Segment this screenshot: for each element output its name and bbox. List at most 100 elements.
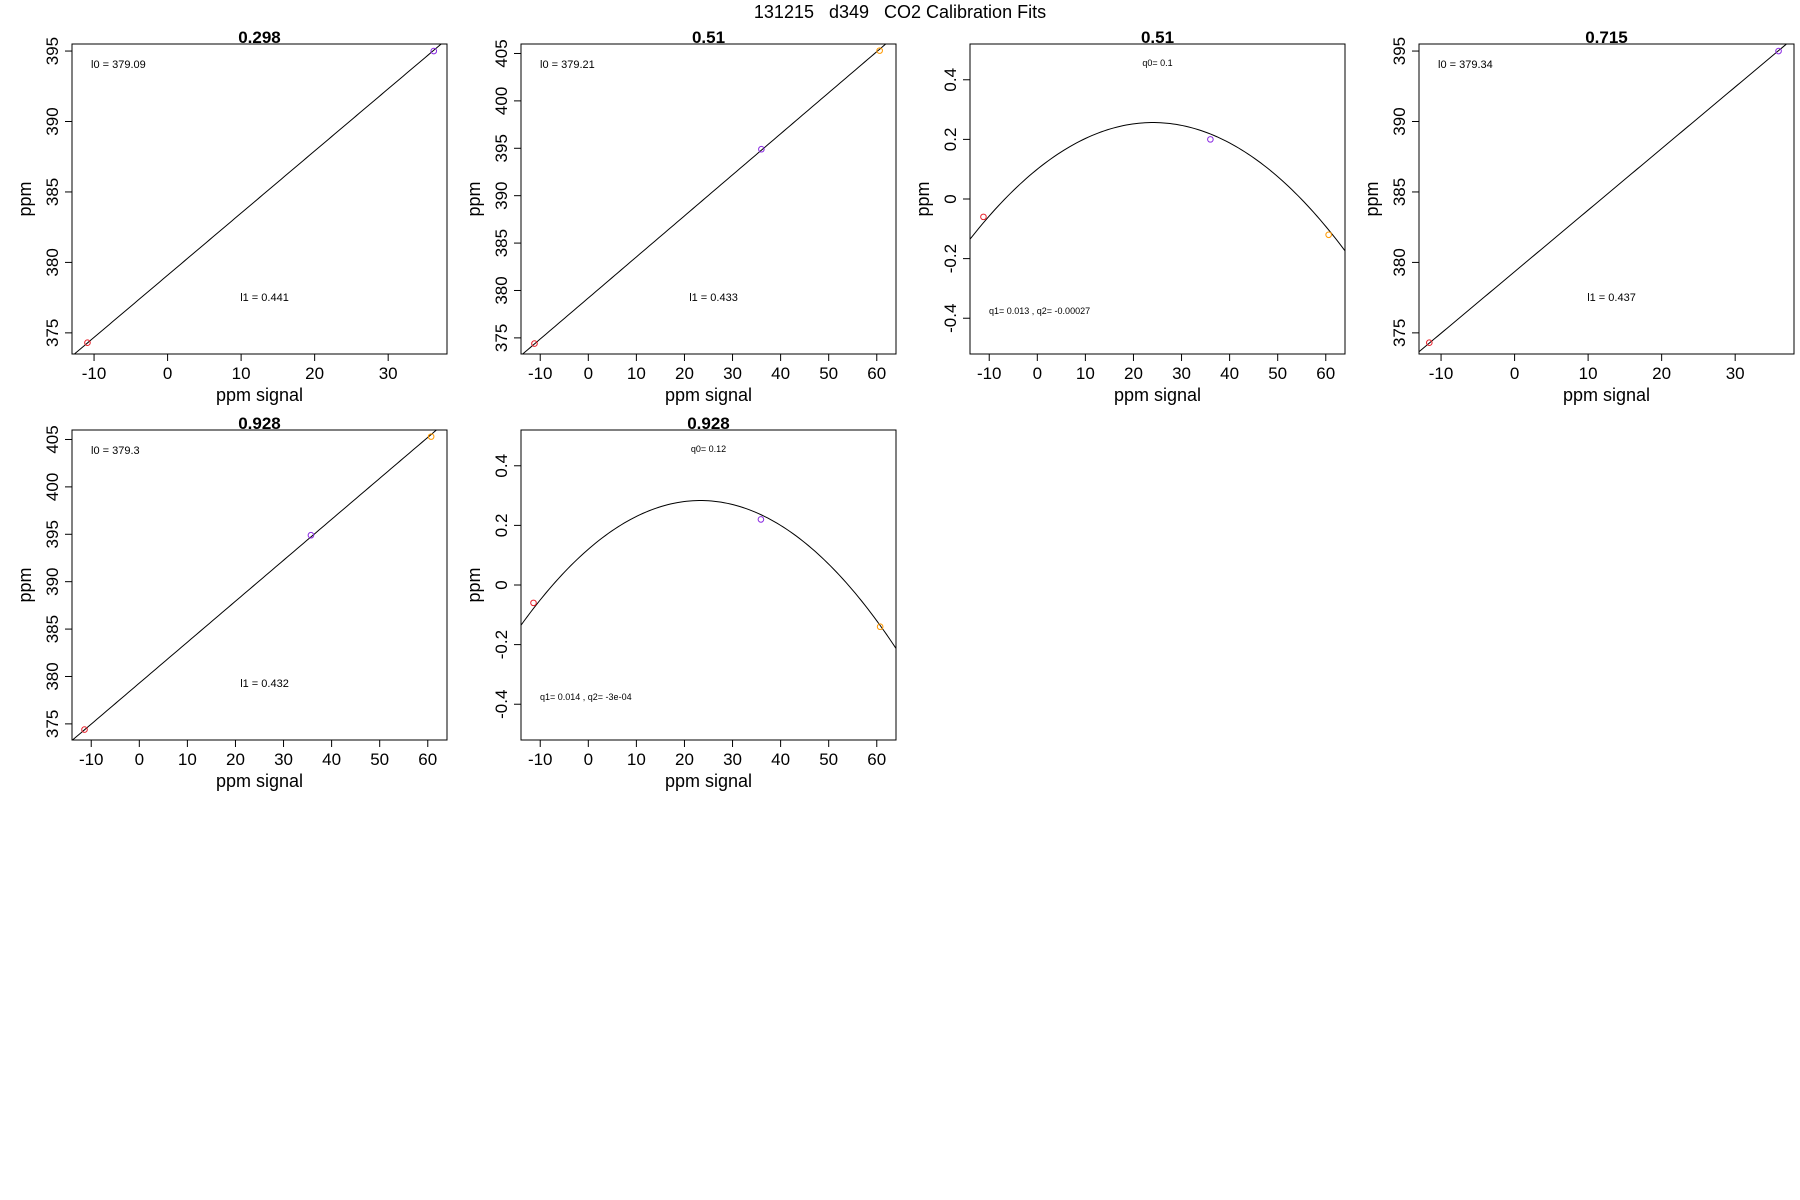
y-tick-label: 0 (941, 194, 960, 203)
x-axis-label: ppm signal (665, 771, 752, 791)
x-tick-label: 0 (1033, 364, 1042, 383)
data-point (757, 516, 765, 523)
y-tick-label: 390 (43, 567, 62, 595)
x-tick-label: 10 (232, 364, 251, 383)
chart-panel-1: 0.298 -10 0 10 20 30 ppm signal 375 380 385 390 395… (15, 28, 448, 405)
x-axis-label: ppm signal (216, 771, 303, 791)
chart-title: 0.51 (692, 28, 725, 47)
fit-line (1419, 44, 1788, 353)
x-tick-label: -10 (1429, 364, 1454, 383)
y-tick-label: 375 (492, 324, 511, 352)
data-point (530, 599, 537, 607)
data-point (427, 433, 435, 440)
y-tick-label: 385 (492, 229, 511, 257)
y-tick-label: 375 (1390, 319, 1409, 347)
x-tick-label: 10 (1579, 364, 1598, 383)
chart-panel-5: 0.928 -10 0 10 20 30 40 50 60 ppm signal 375 380 385… (15, 414, 448, 791)
y-axis-label: ppm (15, 181, 35, 216)
plot-frame (71, 429, 448, 741)
data-point (1207, 136, 1214, 143)
y-axis-label: ppm (464, 567, 484, 602)
y-axis-label: ppm (464, 181, 484, 216)
y-tick-label: 395 (43, 37, 62, 65)
x-tick-label: 0 (584, 750, 593, 769)
x-axis-label: ppm signal (1114, 385, 1201, 405)
x-tick-label: 60 (418, 750, 437, 769)
page-title: 131215 d349 CO2 Calibration Fits (753, 2, 1047, 22)
chart-title: 0.715 (1585, 28, 1628, 47)
fit-line (970, 122, 1345, 252)
y-tick-label: -0.4 (492, 690, 511, 719)
y-tick-label: 390 (492, 181, 511, 209)
y-tick-label: 375 (43, 710, 62, 738)
x-tick-label: 0 (135, 750, 144, 769)
x-tick-label: 30 (723, 750, 742, 769)
x-tick-label: 10 (627, 364, 646, 383)
y-axis-label: ppm (1362, 181, 1382, 216)
x-tick-label: 20 (1652, 364, 1671, 383)
fit-line (521, 44, 887, 354)
x-tick-label: 30 (1726, 364, 1745, 383)
y-tick-label: 380 (43, 662, 62, 690)
fit-line (72, 430, 438, 740)
y-tick-label: -0.2 (941, 244, 960, 273)
y-tick-label: 405 (492, 39, 511, 67)
chart-title: 0.298 (238, 28, 281, 47)
x-tick-label: 40 (771, 750, 790, 769)
x-tick-label: -10 (528, 364, 553, 383)
chart-title: 0.928 (238, 414, 281, 433)
y-tick-label: 375 (43, 319, 62, 347)
y-axis-label: ppm (913, 181, 933, 216)
x-tick-label: 30 (1172, 364, 1191, 383)
y-tick-label: 0.2 (941, 128, 960, 152)
x-tick-label: 50 (1268, 364, 1287, 383)
x-tick-label: 0 (1510, 364, 1519, 383)
x-axis-label: ppm signal (1563, 385, 1650, 405)
y-tick-label: 0 (492, 580, 511, 589)
plot-frame (71, 43, 448, 355)
y-tick-label: 385 (43, 615, 62, 643)
chart-panel-2: 0.51 -10 0 10 20 30 40 50 60 ppm signal 375 380 385 3… (464, 28, 897, 405)
x-tick-label: 10 (627, 750, 646, 769)
y-tick-label: 0.2 (492, 514, 511, 538)
y-axis-label: ppm (15, 567, 35, 602)
x-tick-label: 60 (1316, 364, 1335, 383)
x-tick-label: 50 (370, 750, 389, 769)
y-tick-label: 395 (492, 134, 511, 162)
x-tick-label: 50 (819, 364, 838, 383)
annotation-q0: q0= 0.1 (1142, 58, 1172, 68)
y-tick-label: 385 (43, 178, 62, 206)
x-tick-label: -10 (977, 364, 1002, 383)
data-point (1325, 231, 1332, 239)
annotation-slope: l1 = 0.437 (1587, 292, 1636, 304)
y-tick-label: 385 (1390, 178, 1409, 206)
data-point (84, 339, 91, 347)
y-tick-label: 400 (43, 473, 62, 501)
fit-line (73, 44, 442, 354)
x-axis-label: ppm signal (665, 385, 752, 405)
annotation-intercept: l0 = 379.34 (1438, 59, 1493, 71)
x-axis-label: ppm signal (216, 385, 303, 405)
x-tick-label: 50 (819, 750, 838, 769)
annotation-slope: l1 = 0.432 (240, 678, 289, 690)
annotation-intercept: l0 = 379.3 (91, 445, 140, 457)
data-point (758, 145, 765, 153)
x-tick-label: 40 (1220, 364, 1239, 383)
chart-panel-4: 0.715 -10 0 10 20 30 ppm signal 375 380 385 390 395… (1362, 28, 1795, 405)
x-tick-label: 40 (322, 750, 341, 769)
x-tick-label: 0 (584, 364, 593, 383)
fit-line (521, 500, 896, 649)
x-tick-label: 30 (274, 750, 293, 769)
chart-panel-6: 0.928 -10 0 10 20 30 40 50 60 ppm signal -0.4 -0.2 0… (464, 414, 897, 791)
x-tick-label: -10 (82, 364, 107, 383)
x-tick-label: 10 (1076, 364, 1095, 383)
plot-frame (1418, 43, 1795, 355)
annotation-q0: q0= 0.12 (691, 444, 726, 454)
data-point (876, 47, 883, 54)
data-point (81, 726, 88, 733)
x-tick-label: 20 (675, 364, 694, 383)
x-tick-label: 10 (178, 750, 197, 769)
x-tick-label: 60 (867, 750, 886, 769)
data-point (876, 623, 884, 631)
